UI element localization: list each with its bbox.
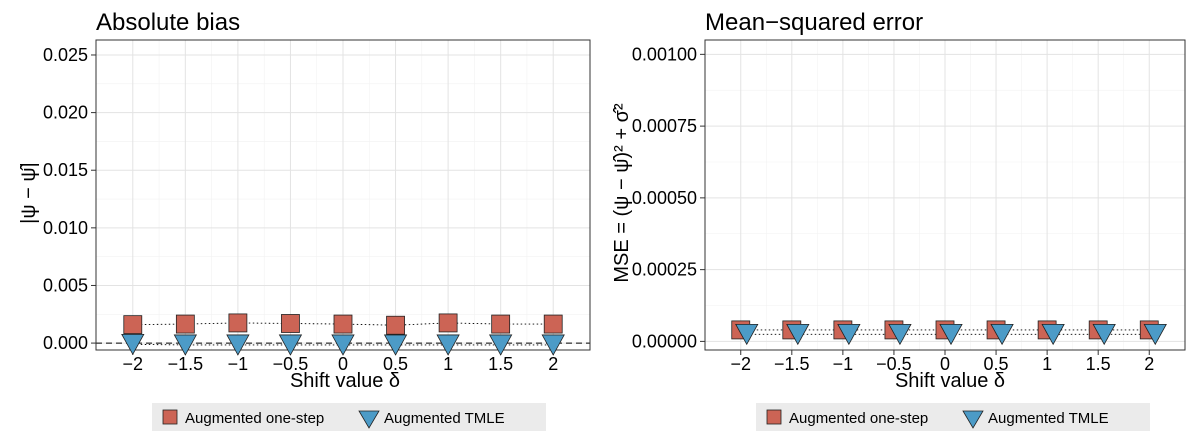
- data-point-tmle: [939, 323, 963, 346]
- x-tick-label: −1.5: [168, 354, 204, 374]
- data-point-tmle: [888, 323, 912, 346]
- data-point-one-step: [175, 314, 195, 334]
- y-tick-label: 0.00025: [632, 260, 697, 280]
- data-point-tmle: [541, 334, 565, 356]
- data-point-one-step: [491, 314, 511, 334]
- x-tick-label: −0.5: [876, 354, 912, 374]
- data-point-one-step: [123, 315, 143, 335]
- x-tick-label: −1: [228, 354, 249, 374]
- y-tick-label: 0.00075: [632, 116, 697, 136]
- x-tick-label: −1: [833, 354, 854, 374]
- x-tick-label: 1: [1042, 354, 1052, 374]
- legend-marker-square: [766, 409, 782, 425]
- data-point-tmle: [121, 333, 145, 356]
- data-point-tmle: [488, 334, 513, 356]
- data-point-tmle: [383, 334, 408, 356]
- legend-background: [152, 403, 546, 431]
- x-tick-label: 2: [1144, 354, 1154, 374]
- legend-marker-square: [162, 409, 178, 425]
- x-tick-label: 0.5: [984, 354, 1009, 374]
- panel-mean-squared-error: Mean−squared error Shift value δ MSE = (…: [611, 9, 1186, 392]
- data-point-tmle: [226, 334, 250, 356]
- data-point-tmle: [786, 323, 810, 346]
- x-tick-label: 1.5: [1086, 354, 1111, 374]
- y-tick-label: 0.020: [43, 103, 88, 123]
- data-point-one-step: [333, 314, 353, 334]
- data-point-one-step: [438, 313, 458, 333]
- legend-marker-triangle: [962, 410, 984, 429]
- y-tick-label: 0.00050: [632, 188, 697, 208]
- y-tick-label: 0.025: [43, 45, 88, 65]
- x-tick-label: 1.5: [488, 354, 513, 374]
- y-tick-label: 0.010: [43, 218, 88, 238]
- legend: Augmented one-step Augmented TMLE: [756, 403, 1150, 431]
- legend-marker-triangle: [358, 410, 380, 429]
- legend-label: Augmented one-step: [789, 410, 928, 427]
- x-tick-label: 0: [940, 354, 950, 374]
- x-axis-label: Shift value δ: [895, 370, 1005, 392]
- chart-title: Absolute bias: [96, 9, 240, 36]
- y-axis-label: |ψ − ψ̂|: [18, 162, 40, 224]
- data-point-tmle: [837, 323, 861, 346]
- y-tick-label: 0.000: [43, 333, 88, 353]
- x-tick-label: 0: [338, 354, 348, 374]
- panel-absolute-bias: Absolute bias Shift value δ |ψ − ψ̂| −2 −…: [18, 9, 591, 392]
- x-tick-label: 2: [548, 354, 558, 374]
- legend-label: Augmented TMLE: [988, 410, 1109, 427]
- data-point-one-step: [281, 314, 300, 333]
- x-tick-label: 1: [443, 354, 453, 374]
- data-point-tmle: [1041, 323, 1065, 346]
- data-point-one-step: [543, 314, 563, 334]
- y-tick-label: 0.00100: [632, 44, 697, 64]
- chart-title: Mean−squared error: [705, 9, 923, 36]
- x-tick-label: −2: [730, 354, 751, 374]
- data-point-tmle: [990, 323, 1014, 346]
- y-tick-label: 0.00000: [632, 331, 697, 351]
- data-point-tmle: [278, 334, 303, 356]
- legend: Augmented one-step Augmented TMLE: [152, 403, 546, 431]
- x-tick-label: −2: [123, 354, 144, 374]
- legend-label: Augmented TMLE: [384, 410, 505, 427]
- y-tick-label: 0.005: [43, 275, 88, 295]
- data-point-tmle: [735, 323, 759, 346]
- data-point-tmle: [1143, 323, 1167, 346]
- x-tick-label: −0.5: [273, 354, 309, 374]
- data-point-tmle: [436, 334, 460, 356]
- data-point-tmle: [173, 334, 198, 356]
- x-tick-label: −1.5: [774, 354, 810, 374]
- data-point-one-step: [386, 315, 405, 335]
- data-point-one-step: [228, 313, 248, 333]
- data-point-tmle: [1092, 323, 1116, 346]
- y-axis-label: MSE = (ψ − ψ̂)² + σ̂²: [611, 103, 633, 283]
- data-point-tmle: [331, 334, 355, 356]
- legend-label: Augmented one-step: [185, 410, 324, 427]
- x-tick-label: 0.5: [383, 354, 408, 374]
- legend-background: [756, 403, 1150, 431]
- y-tick-label: 0.015: [43, 160, 88, 180]
- x-axis-label: Shift value δ: [290, 370, 400, 392]
